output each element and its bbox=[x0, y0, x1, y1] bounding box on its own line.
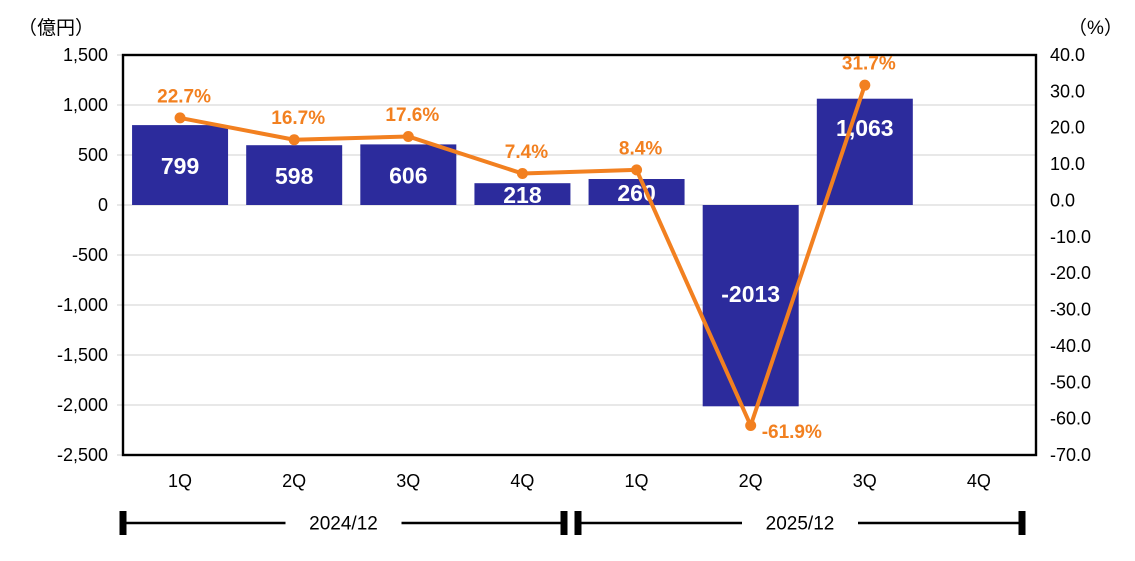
x-axis-label: 4Q bbox=[967, 471, 991, 491]
trend-point-label: 22.7% bbox=[157, 86, 211, 107]
right-axis-tick-label: 40.0 bbox=[1050, 45, 1085, 65]
right-axis-tick-label: -70.0 bbox=[1050, 445, 1091, 465]
year-bracket: 2025/12 bbox=[574, 511, 1026, 535]
bar bbox=[588, 179, 685, 205]
x-axis-label: 1Q bbox=[625, 471, 649, 491]
right-axis-tick-label: 10.0 bbox=[1050, 154, 1085, 174]
bar-label: 218 bbox=[503, 182, 542, 208]
year-label: 2024/12 bbox=[309, 514, 378, 535]
bar-label: 1,063 bbox=[836, 115, 894, 141]
x-axis-label: 4Q bbox=[510, 471, 534, 491]
left-axis-tick-label: -2,500 bbox=[57, 445, 108, 465]
x-axis-label: 1Q bbox=[168, 471, 192, 491]
bar-label: 606 bbox=[389, 163, 427, 189]
bar bbox=[132, 125, 229, 205]
bar bbox=[816, 98, 913, 205]
trend-point-label: 31.7% bbox=[842, 54, 896, 75]
right-axis-tick-label: -10.0 bbox=[1050, 227, 1091, 247]
right-axis-tick-label: -50.0 bbox=[1050, 372, 1091, 392]
left-axis-tick-label: 0 bbox=[98, 195, 108, 215]
trend-point bbox=[859, 79, 871, 91]
trend-point bbox=[516, 168, 528, 180]
plot-border bbox=[121, 53, 1038, 457]
right-axis-tick-label: 30.0 bbox=[1050, 81, 1085, 101]
bar bbox=[246, 145, 343, 205]
bar-label: -2013 bbox=[721, 281, 780, 307]
trend-point-label: 17.6% bbox=[385, 105, 439, 126]
x-axis-label: 2Q bbox=[282, 471, 306, 491]
trend-point bbox=[174, 112, 186, 124]
trend-point bbox=[402, 130, 414, 142]
left-axis-tick-label: -2,000 bbox=[57, 395, 108, 415]
right-axis-tick-label: -30.0 bbox=[1050, 300, 1091, 320]
right-axis-tick-label: 0.0 bbox=[1050, 190, 1075, 210]
trend-point-label: -61.9% bbox=[762, 422, 822, 443]
bar-label: 598 bbox=[275, 163, 314, 189]
bar-label: 799 bbox=[161, 153, 199, 179]
trend-point-label: 8.4% bbox=[619, 138, 662, 159]
x-axis-label: 3Q bbox=[853, 471, 877, 491]
trend-point-label: 16.7% bbox=[271, 108, 325, 129]
trend-point bbox=[745, 420, 757, 432]
right-axis-tick-label: -40.0 bbox=[1050, 336, 1091, 356]
trend-point bbox=[631, 164, 643, 176]
right-axis-tick-label: 20.0 bbox=[1050, 118, 1085, 138]
left-axis-unit-label: （億円） bbox=[18, 18, 95, 39]
left-axis-tick-label: -1,000 bbox=[57, 295, 108, 315]
x-axis-label: 2Q bbox=[739, 471, 763, 491]
bar bbox=[474, 183, 571, 205]
year-bracket: 2024/12 bbox=[119, 511, 568, 535]
trend-point bbox=[288, 134, 300, 146]
trend-point-label: 7.4% bbox=[505, 142, 548, 163]
year-label: 2025/12 bbox=[766, 514, 835, 535]
bar bbox=[360, 144, 457, 205]
left-axis-tick-label: -1,500 bbox=[57, 345, 108, 365]
right-axis-tick-label: -20.0 bbox=[1050, 263, 1091, 283]
right-axis-tick-label: -60.0 bbox=[1050, 409, 1091, 429]
right-axis-unit-label: （%） bbox=[1068, 18, 1123, 39]
left-axis-tick-label: -500 bbox=[72, 245, 108, 265]
left-axis-tick-label: 1,000 bbox=[63, 95, 108, 115]
left-axis-tick-label: 500 bbox=[78, 145, 108, 165]
bar bbox=[702, 205, 799, 407]
x-axis-label: 3Q bbox=[396, 471, 420, 491]
left-axis-tick-label: 1,500 bbox=[63, 45, 108, 65]
